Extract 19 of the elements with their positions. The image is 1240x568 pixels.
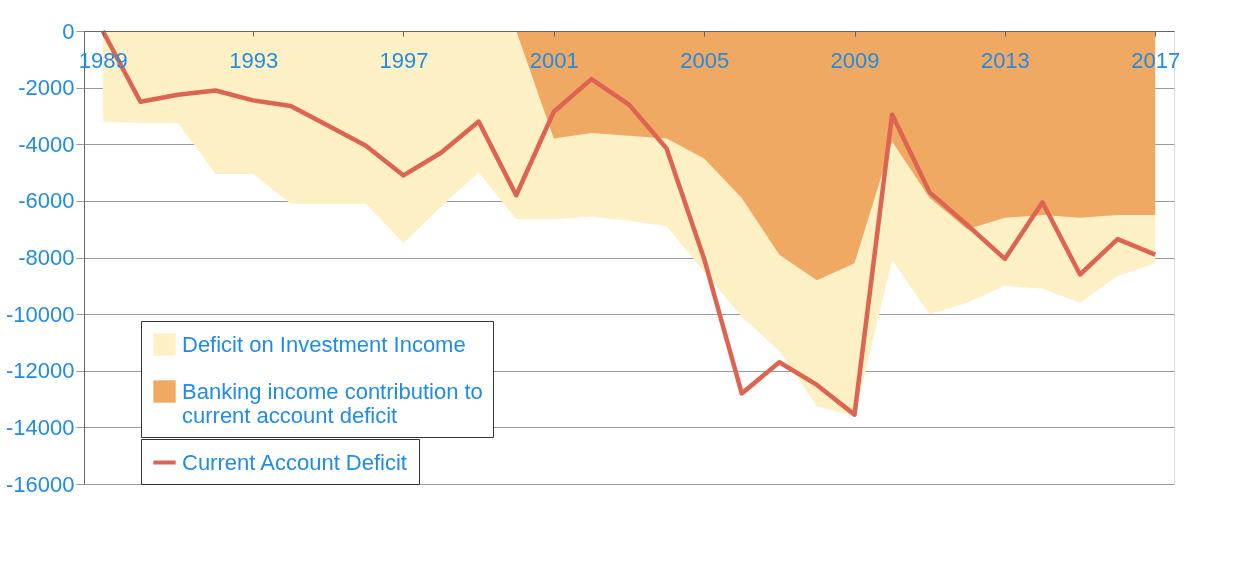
- y-tick-label: -8000: [18, 245, 75, 270]
- x-tick-label: 2017: [1131, 47, 1181, 73]
- x-tick-label: 2009: [830, 47, 880, 73]
- legend-label: Deficit on Investment Income: [182, 331, 466, 357]
- y-tick-label: -12000: [5, 358, 75, 384]
- x-tick-label: 1993: [229, 47, 279, 73]
- y-tick-label: -10000: [5, 301, 75, 327]
- y-tick-label: -6000: [18, 188, 75, 214]
- x-tick-label: 1997: [379, 47, 429, 73]
- x-tick-label: 2013: [980, 47, 1030, 73]
- x-tick-label: 2005: [680, 47, 730, 73]
- y-tick-label: -2000: [18, 75, 75, 101]
- legend-label: Current Account Deficit: [182, 449, 407, 475]
- y-tick-label: 0: [62, 18, 75, 44]
- y-tick-label: -4000: [18, 131, 75, 157]
- y-tick-label: -14000: [5, 414, 75, 440]
- y-tick-label: -16000: [5, 471, 75, 497]
- legend-label: Banking income contribution to current account deficit: [182, 378, 483, 428]
- x-tick-label: 2001: [529, 47, 579, 73]
